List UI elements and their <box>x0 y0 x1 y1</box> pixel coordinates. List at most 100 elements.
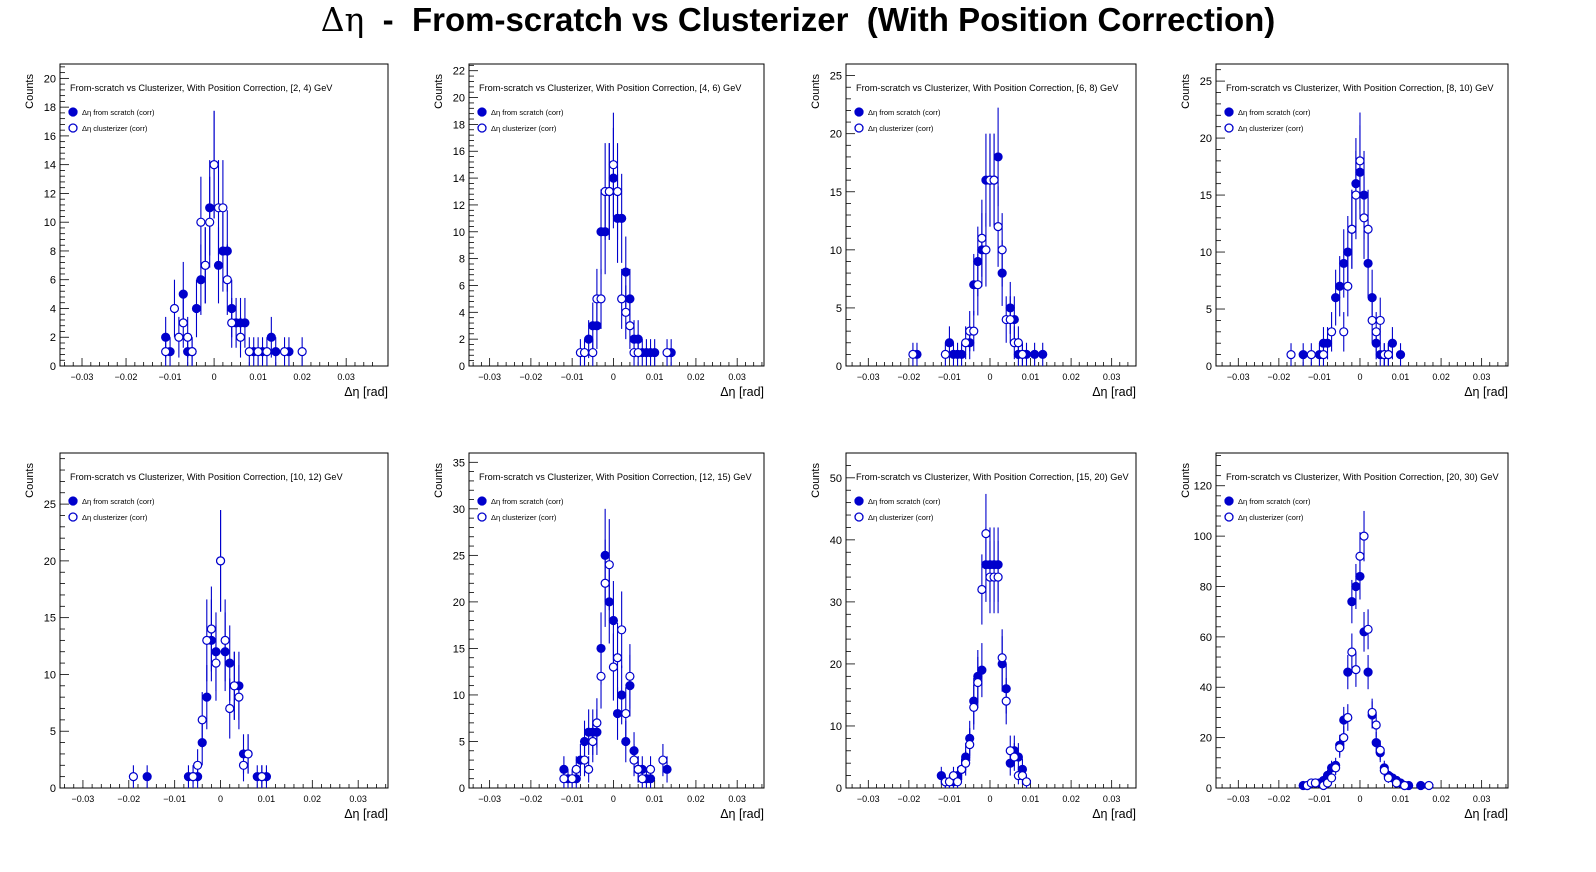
data-point-filled <box>1343 667 1353 677</box>
data-point-open <box>584 764 594 774</box>
data-point-open <box>633 764 643 774</box>
x-tick-label: 0 <box>1357 372 1362 382</box>
x-axis-label: Δη [rad] <box>1092 385 1136 399</box>
x-tick-label: 0.02 <box>687 372 705 382</box>
data-point-filled <box>612 708 623 719</box>
series-clusterizer <box>128 510 267 788</box>
x-axis-label: Δη [rad] <box>344 807 388 821</box>
chart-panel-2: From-scratch vs Clusterizer, With Positi… <box>433 63 765 399</box>
data-point-open <box>1375 745 1385 755</box>
data-point-open <box>161 347 171 357</box>
data-point-open <box>965 739 975 750</box>
data-point-open <box>629 755 639 765</box>
y-tick-label: 4 <box>50 303 56 315</box>
plot-frame <box>1215 63 1509 367</box>
chart-panel-7: From-scratch vs Clusterizer, With Positi… <box>810 452 1137 821</box>
series-from-scratch <box>559 508 672 788</box>
data-point-filled <box>266 332 276 342</box>
data-point-filled <box>1416 780 1426 791</box>
data-point-open <box>174 332 184 342</box>
x-tick-label: 0.02 <box>1432 794 1450 804</box>
x-tick-label: 0 <box>987 372 992 382</box>
data-point-open <box>989 175 999 185</box>
legend-marker-filled <box>68 107 78 117</box>
y-tick-label: 5 <box>836 303 842 315</box>
data-point-filled <box>1298 350 1308 360</box>
y-tick-label: 20 <box>453 597 465 609</box>
chart-panel-1: From-scratch vs Clusterizer, With Positi… <box>24 63 389 399</box>
x-tick-label: 0.03 <box>1473 372 1491 382</box>
data-point-open <box>1363 624 1373 634</box>
y-axis-label: Counts <box>433 463 445 498</box>
y-tick-label: 2 <box>459 334 465 346</box>
data-point-open <box>1379 765 1389 775</box>
plot-frame <box>468 63 765 367</box>
data-point-open <box>621 307 631 317</box>
data-point-open <box>1347 224 1357 234</box>
legend-marker-filled <box>1224 107 1234 117</box>
legend-marker-filled <box>477 496 487 506</box>
panel-title: From-scratch vs Clusterizer, With Positi… <box>479 472 753 482</box>
data-point-open <box>1359 531 1369 541</box>
chart-panel-5: From-scratch vs Clusterizer, With Positi… <box>24 452 389 821</box>
legend-label: Δη clusterizer (corr) <box>868 513 934 522</box>
y-tick-label: 10 <box>44 669 56 681</box>
y-tick-label: 15 <box>453 643 465 655</box>
x-tick-label: 0 <box>611 372 616 382</box>
series-clusterizer <box>908 133 1028 366</box>
data-point-open <box>961 758 971 768</box>
data-point-filled <box>584 334 594 344</box>
series-clusterizer <box>1302 510 1434 791</box>
data-point-filled <box>1038 349 1048 359</box>
data-point-filled <box>271 347 281 357</box>
data-point-open <box>183 332 193 342</box>
data-point-open <box>596 671 606 681</box>
page-title: Δη - From-scratch vs Clusterizer (With P… <box>0 0 1596 40</box>
data-point-open <box>588 736 598 747</box>
data-point-filled <box>225 658 235 668</box>
x-tick-label: 0.03 <box>728 794 746 804</box>
data-point-open <box>215 556 226 566</box>
data-point-open <box>209 160 219 170</box>
data-point-open <box>188 772 198 782</box>
data-point-open <box>658 755 668 765</box>
data-point-open <box>1351 190 1361 200</box>
data-point-open <box>1318 350 1329 360</box>
legend-marker-filled <box>477 107 487 117</box>
data-point-open <box>222 275 232 285</box>
legend: Δη from scratch (corr) Δη clusterizer (co… <box>854 496 941 522</box>
data-point-open <box>600 578 610 588</box>
y-tick-label: 120 <box>1194 481 1212 493</box>
data-point-open <box>227 318 237 328</box>
y-axis-label: Counts <box>810 74 822 109</box>
legend-marker-open <box>1224 123 1234 133</box>
legend: Δη from scratch (corr) Δη clusterizer (co… <box>68 496 155 522</box>
y-tick-label: 5 <box>459 736 465 748</box>
data-point-open <box>257 772 267 782</box>
data-point-open <box>205 217 215 227</box>
panel-title: From-scratch vs Clusterizer, With Positi… <box>1226 472 1500 482</box>
chart-panel-4: From-scratch vs Clusterizer, With Positi… <box>1180 63 1509 399</box>
data-point-open <box>559 774 569 784</box>
data-point-open <box>202 635 212 645</box>
x-axis-label: Δη [rad] <box>1464 385 1508 399</box>
data-point-filled <box>1343 247 1353 257</box>
data-point-filled <box>1363 667 1373 677</box>
x-tick-label: 0.03 <box>728 372 746 382</box>
legend-label: Δη from scratch (corr) <box>868 497 941 506</box>
y-tick-label: 10 <box>830 245 842 257</box>
legend-label: Δη from scratch (corr) <box>491 108 564 117</box>
data-point-open <box>196 217 206 227</box>
y-axis-label: Counts <box>810 463 822 498</box>
data-point-filled <box>944 338 955 348</box>
data-point-filled <box>956 349 967 359</box>
data-point-open <box>645 764 656 774</box>
data-point-open <box>621 708 631 719</box>
data-point-open <box>1339 327 1349 337</box>
data-point-open <box>297 347 307 357</box>
legend-label: Δη from scratch (corr) <box>868 108 941 117</box>
data-point-open <box>193 760 203 770</box>
y-axis-label: Counts <box>24 463 36 498</box>
data-point-open <box>604 186 614 197</box>
x-tick-label: −0.03 <box>71 372 94 382</box>
